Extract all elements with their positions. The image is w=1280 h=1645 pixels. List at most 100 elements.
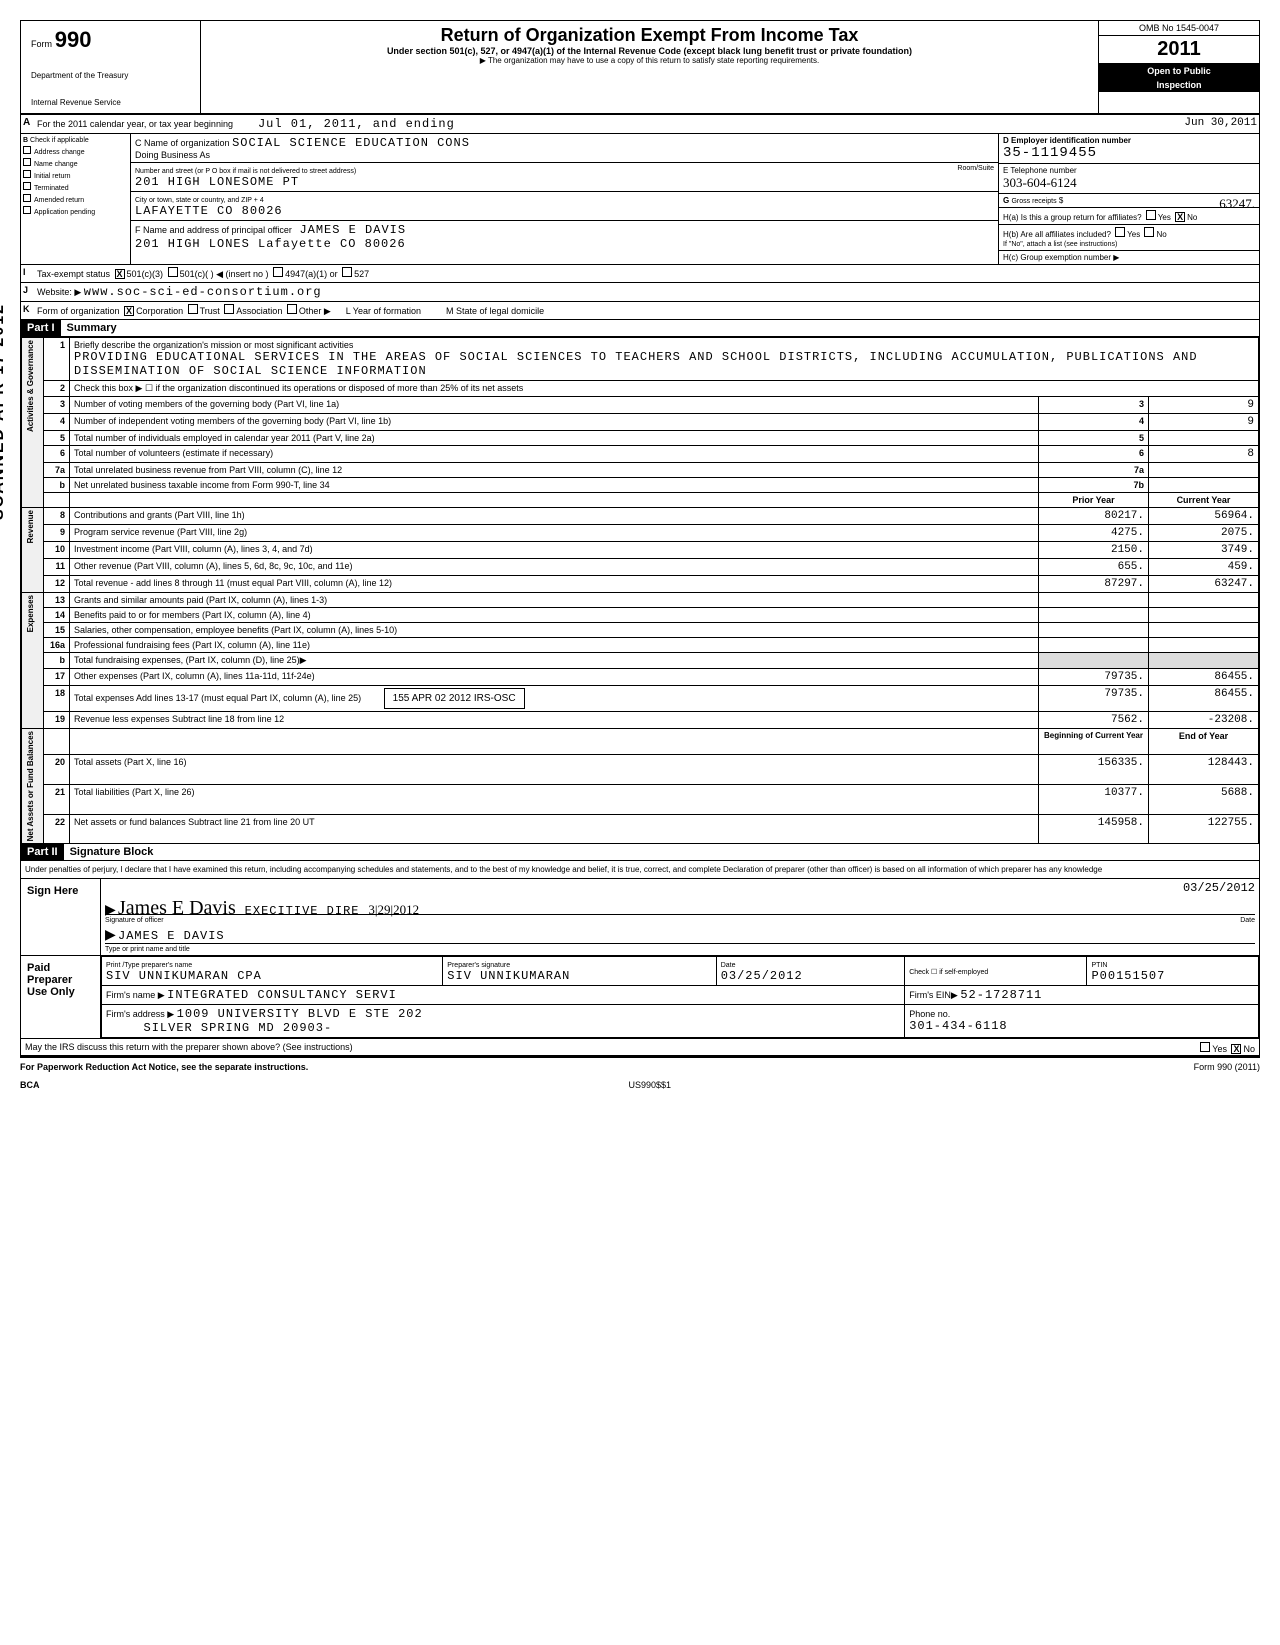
- dept-treasury: Department of the Treasury: [31, 71, 190, 80]
- rev-0-p: 80217.: [1039, 508, 1149, 525]
- e-label: E Telephone number: [1003, 166, 1077, 175]
- rev-0-t: Contributions and grants (Part VIII, lin…: [70, 508, 1039, 525]
- rev-1-t: Program service revenue (Part VIII, line…: [70, 525, 1039, 542]
- line7a-box: 7a: [1039, 463, 1149, 478]
- city-value: LAFAYETTE CO 80026: [135, 204, 283, 218]
- cb-initial[interactable]: [23, 170, 31, 178]
- cb-pending[interactable]: [23, 206, 31, 214]
- k-opt1: Corporation: [136, 306, 183, 316]
- k-body: Form of organization XCorporation Trust …: [35, 302, 1259, 319]
- prep-date-cell: Date03/25/2012: [716, 957, 905, 986]
- firm-addr-label: Firm's address ▶: [106, 1009, 174, 1019]
- firm-name-label: Firm's name ▶: [106, 990, 165, 1000]
- f-label: F Name and address of principal officer: [135, 225, 292, 235]
- discuss-yes-box[interactable]: [1200, 1042, 1210, 1052]
- exp-3-c: [1149, 638, 1259, 653]
- k-other-box[interactable]: [287, 304, 297, 314]
- rev-1-p: 4275.: [1039, 525, 1149, 542]
- g-label: Gross receipts: [1011, 198, 1056, 205]
- opt-initial: Initial return: [34, 173, 71, 180]
- dept-irs: Internal Revenue Service: [31, 98, 190, 107]
- rev-3-t: Other revenue (Part VIII, column (A), li…: [70, 559, 1039, 576]
- hb-label: H(b) Are all affiliates included?: [1003, 230, 1111, 239]
- street-label: Number and street (or P O box if mail is…: [135, 168, 356, 175]
- hb-no-box[interactable]: [1144, 227, 1154, 237]
- current-year-hdr: Current Year: [1149, 493, 1259, 508]
- line1-label: Briefly describe the organization's miss…: [74, 340, 353, 350]
- side-net: Net Assets or Fund Balances: [26, 731, 35, 841]
- rev-1-c: 2075.: [1149, 525, 1259, 542]
- firm-ein-cell: Firm's EIN▶ 52-1728711: [905, 986, 1259, 1005]
- row-a-text: For the 2011 calendar year, or tax year …: [35, 115, 1099, 133]
- discuss-no-box[interactable]: X: [1231, 1044, 1241, 1054]
- net-2-n: 22: [44, 814, 70, 844]
- i-opt2b: ) ◀ (insert no ): [211, 269, 269, 279]
- hc-cell: H(c) Group exemption number ▶: [999, 251, 1259, 264]
- officer-title-val: EXECITIVE DIRE: [245, 904, 360, 918]
- exp-2-p: [1039, 623, 1149, 638]
- line1-text: PROVIDING EDUCATIONAL SERVICES IN THE AR…: [74, 350, 1198, 378]
- stamp-num: 155: [393, 693, 410, 704]
- firm-name-cell: Firm's name ▶ INTEGRATED CONSULTANCY SER…: [102, 986, 905, 1005]
- line6-box: 6: [1039, 446, 1149, 463]
- d-label: D Employer identification number: [1003, 136, 1131, 145]
- hb-yes-box[interactable]: [1115, 227, 1125, 237]
- cb-terminated[interactable]: [23, 182, 31, 190]
- cb-address[interactable]: [23, 146, 31, 154]
- i-opt3: 4947(a)(1) or: [285, 269, 338, 279]
- firm-addr-cell: Firm's address ▶ 1009 UNIVERSITY BLVD E …: [102, 1005, 905, 1038]
- discuss-no: No: [1243, 1044, 1255, 1054]
- exp-2-n: 15: [44, 623, 70, 638]
- i-501c-box[interactable]: [168, 267, 178, 277]
- scanned-stamp: SCANNED APR 17 2012: [0, 303, 8, 520]
- k-corp-box[interactable]: X: [124, 306, 134, 316]
- cb-amended[interactable]: [23, 194, 31, 202]
- ha-yes-box[interactable]: [1146, 210, 1156, 220]
- form-number: 990: [55, 27, 92, 52]
- gross-value: 63247.: [1219, 196, 1255, 212]
- city-label: City or town, state or country, and ZIP …: [135, 197, 264, 204]
- line7a-text: Total unrelated business revenue from Pa…: [70, 463, 1039, 478]
- line7b-num: b: [44, 478, 70, 493]
- i-501c3-box[interactable]: X: [115, 269, 125, 279]
- net-2-text: Net assets or fund balances Subtract lin…: [74, 817, 300, 827]
- part-i-title: Summary: [61, 320, 123, 336]
- exp-1-p: [1039, 608, 1149, 623]
- dba-label: Doing Business As: [135, 150, 210, 160]
- line2-num: 2: [44, 381, 70, 397]
- exp-7-n: 19: [44, 712, 70, 729]
- ptin-val: P00151507: [1091, 969, 1165, 983]
- footer-row: For Paperwork Reduction Act Notice, see …: [20, 1058, 1260, 1076]
- k-assoc-box[interactable]: [224, 304, 234, 314]
- exp-0-t: Grants and similar amounts paid (Part IX…: [70, 593, 1039, 608]
- prep-check-cell: Check ☐ if self-employed: [905, 957, 1087, 986]
- part-i-header-row: Part I Summary: [21, 320, 1259, 337]
- ha-no-box[interactable]: X: [1175, 212, 1185, 222]
- sig-date1: 03/25/2012: [105, 881, 1255, 895]
- discuss-row: May the IRS discuss this return with the…: [21, 1039, 1259, 1057]
- net-hdr2: End of Year: [1149, 729, 1259, 755]
- line5-val: [1149, 431, 1259, 446]
- i-527-box[interactable]: [342, 267, 352, 277]
- part-ii-title: Signature Block: [64, 844, 160, 860]
- prep-date-label: Date: [721, 962, 736, 969]
- sign-here-row: Sign Here 03/25/2012 ▶ James E Davis EXE…: [21, 879, 1259, 956]
- net-0-c: 128443.: [1149, 755, 1259, 785]
- i-4947-box[interactable]: [273, 267, 283, 277]
- side-governance: Activities & Governance: [26, 340, 35, 432]
- phone-value: 303-604-6124: [1003, 175, 1077, 190]
- header-row: Form 990 Department of the Treasury Inte…: [21, 21, 1259, 115]
- form-ref: Form 990 (2011): [1194, 1062, 1260, 1072]
- ptin-label: PTIN: [1091, 962, 1107, 969]
- line6-num: 6: [44, 446, 70, 463]
- ha-label: H(a) Is this a group return for affiliat…: [1003, 213, 1142, 222]
- prep-sig-cell: Preparer's signatureSIV UNNIKUMARAN: [443, 957, 716, 986]
- line4-val: 9: [1149, 414, 1259, 431]
- k-trust-box[interactable]: [188, 304, 198, 314]
- exp-1-t: Benefits paid to or for members (Part IX…: [70, 608, 1039, 623]
- exp-4-c: [1149, 653, 1259, 669]
- rev-4-c: 63247.: [1149, 576, 1259, 593]
- row-a-label: A: [21, 115, 35, 133]
- cb-name[interactable]: [23, 158, 31, 166]
- ha-no: No: [1187, 213, 1197, 222]
